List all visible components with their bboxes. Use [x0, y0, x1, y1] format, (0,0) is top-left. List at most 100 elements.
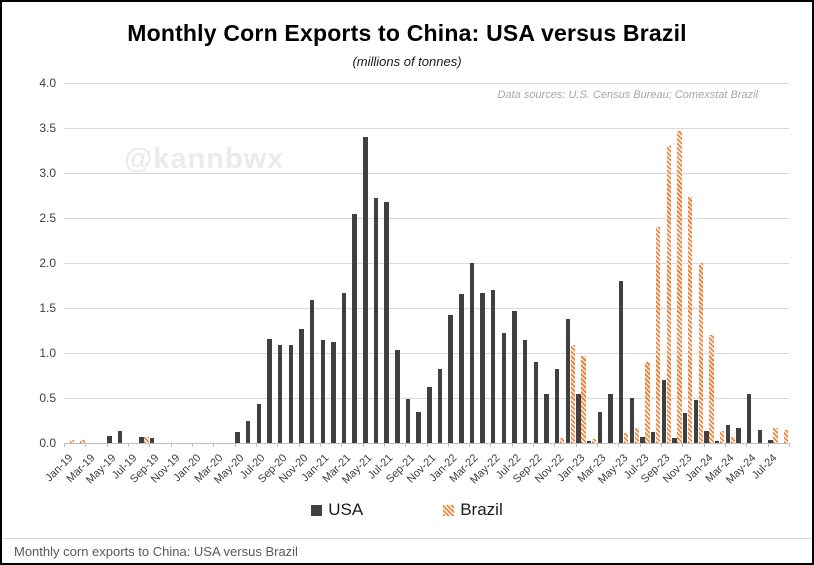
bar-usa-May-19: [107, 435, 112, 443]
x-axis-tick: [575, 443, 577, 447]
x-axis-tick: [298, 443, 300, 447]
bar-usa-Sep-21: [405, 398, 411, 443]
bar-usa-Aug-22: [523, 340, 528, 443]
legend-item-usa: USA: [311, 500, 363, 520]
bar-usa-Jul-23: [640, 436, 645, 443]
y-axis-label: 4.0: [39, 76, 56, 90]
bar-brazil-Jan-23: [581, 355, 586, 443]
x-axis-tick: [383, 443, 385, 447]
x-axis-tick: [170, 443, 172, 447]
bar-usa-Sep-19: [149, 437, 155, 443]
x-axis-tick: [213, 443, 215, 447]
x-axis-tick: [127, 443, 129, 447]
bar-brazil-Jan-19: [69, 440, 75, 443]
x-axis-tick: [597, 443, 599, 447]
bar-usa-Aug-23: [651, 432, 656, 443]
bar-brazil-Sep-23: [666, 146, 672, 443]
y-axis-label: 3.5: [39, 121, 56, 135]
bar-usa-Jan-23: [576, 394, 581, 443]
bar-usa-Nov-20: [299, 328, 304, 443]
x-axis-tick: [511, 443, 513, 447]
bar-usa-Jul-22: [512, 310, 517, 443]
bar-usa-May-23: [619, 281, 624, 443]
bar-usa-Dec-23: [693, 399, 699, 443]
gridline: [64, 173, 789, 174]
y-axis-label: 1.0: [39, 346, 56, 360]
legend: USA Brazil: [2, 500, 812, 520]
gridline: [64, 83, 789, 84]
bar-usa-Feb-24: [714, 441, 720, 443]
legend-item-brazil: Brazil: [443, 500, 503, 520]
bar-brazil-Nov-22: [560, 437, 565, 443]
bar-usa-Feb-23: [587, 441, 592, 443]
bar-usa-Jan-21: [320, 339, 325, 443]
bar-usa-Dec-21: [437, 369, 443, 443]
x-axis-tick: [682, 443, 684, 447]
x-axis-tick: [64, 443, 65, 447]
bar-usa-May-21: [363, 137, 368, 443]
x-axis-tick: [191, 443, 193, 447]
bar-usa-Nov-22: [555, 369, 560, 443]
plot-area: 0.0 0.5 1.0 1.5 2.0 2.5 3.0 3.5 4.0 Jan-19 Mar-19 M…: [39, 76, 790, 486]
bar-usa-Apr-24: [736, 427, 741, 443]
x-axis-tick: [490, 443, 492, 447]
gridline: [64, 308, 789, 309]
bar-usa-Nov-23: [683, 413, 688, 443]
bar-usa-Aug-19: [139, 436, 144, 443]
bar-usa-Aug-20: [267, 338, 272, 443]
bar-usa-Jul-24: [768, 440, 773, 443]
bar-usa-Jul-21: [384, 201, 389, 443]
x-axis-tick: [533, 443, 535, 447]
bar-usa-Oct-21: [416, 412, 421, 443]
footer-caption: Monthly corn exports to China: USA versu…: [14, 544, 298, 559]
bar-brazil-Feb-19: [80, 440, 85, 443]
bar-usa-Sep-22: [533, 362, 539, 443]
y-axis-label: 0.0: [39, 436, 56, 450]
x-axis-tick: [319, 443, 321, 447]
bar-usa-Mar-24: [725, 425, 731, 443]
bar-brazil-Aug-19: [144, 436, 149, 443]
bar-usa-Mar-22: [469, 263, 475, 443]
bar-brazil-Dec-22: [570, 344, 576, 443]
brazil-swatch-icon: [443, 504, 455, 516]
bar-usa-May-20: [235, 432, 240, 443]
bar-brazil-Mar-24: [730, 436, 736, 443]
bar-usa-Jun-22: [501, 333, 507, 443]
x-axis-tick: [789, 443, 790, 447]
x-axis-tick: [746, 443, 748, 447]
bar-brazil-Dec-23: [698, 263, 704, 443]
bar-brazil-May-23: [624, 433, 629, 443]
bar-usa-Jan-22: [448, 315, 453, 443]
gridline: [64, 218, 789, 219]
bar-usa-Mar-21: [341, 292, 347, 443]
bar-usa-May-24: [746, 393, 752, 443]
bar-usa-Apr-22: [480, 292, 485, 443]
chart-title: Monthly Corn Exports to China: USA versu…: [127, 20, 687, 46]
bar-brazil-Nov-23: [688, 197, 693, 443]
bar-brazil-Jul-24: [773, 427, 778, 443]
x-axis-tick: [639, 443, 641, 447]
bar-usa-Apr-23: [608, 393, 613, 443]
bar-brazil-Jan-24: [709, 335, 714, 443]
data-source-note: Data sources: U.S. Census Bureau; Comexs…: [497, 89, 758, 101]
legend-label-brazil: Brazil: [460, 500, 503, 519]
bar-usa-Apr-21: [352, 213, 357, 443]
gridline: [64, 353, 789, 354]
bar-usa-Aug-21: [395, 350, 400, 443]
y-axis-label: 3.0: [39, 166, 56, 180]
x-axis-tick: [703, 443, 705, 447]
x-axis-tick: [341, 443, 343, 447]
usa-swatch-icon: [311, 504, 323, 516]
bar-brazil-Feb-24: [719, 431, 725, 443]
bar-usa-Nov-21: [427, 387, 432, 443]
y-axis-label: 2.5: [39, 211, 56, 225]
bar-usa-Feb-22: [459, 293, 464, 443]
y-axis-label: 1.5: [39, 301, 56, 315]
x-axis-tick: [362, 443, 364, 447]
bar-usa-Oct-20: [288, 344, 293, 443]
y-axis-label: 0.5: [39, 391, 56, 405]
x-axis-tick: [277, 443, 279, 447]
legend-label-usa: USA: [328, 500, 364, 519]
bar-usa-Jun-20: [245, 420, 251, 443]
x-axis-tick: [426, 443, 428, 447]
